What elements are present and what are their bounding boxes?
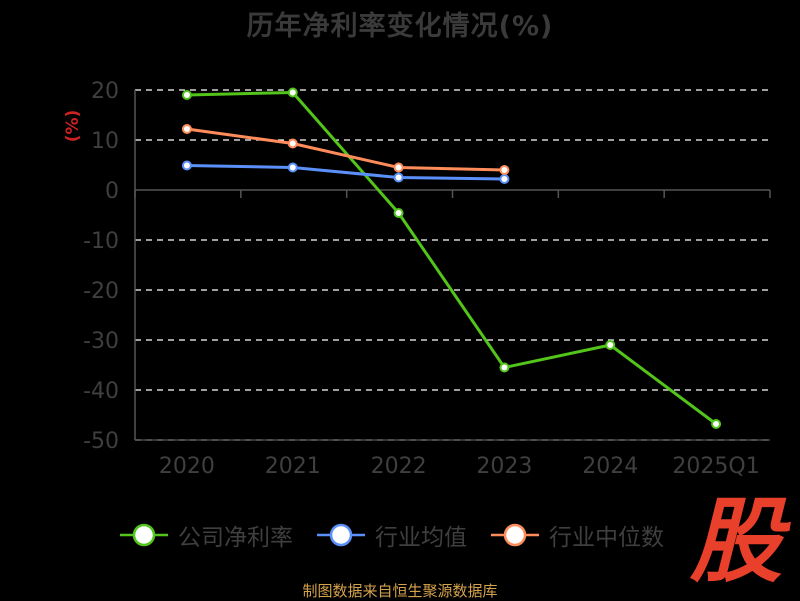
data-point [181,124,192,134]
legend-label: 行业中位数 [549,525,664,551]
legend-marker-icon [120,523,168,547]
x-tick-label: 2021 [265,454,321,479]
x-tick-label: 2025Q1 [672,454,759,479]
series-line [186,91,717,426]
y-tick-label: 20 [91,79,119,104]
x-tick-label: 2023 [476,454,532,479]
data-point [393,162,404,173]
legend-item: 公司净利率 [118,518,293,552]
y-tick-label: -50 [83,429,119,454]
data-point [287,138,298,149]
brand-logo: 股 [690,488,783,595]
data-point [393,208,404,218]
y-tick-label: 0 [105,179,119,204]
y-tick-label: 10 [91,129,119,154]
x-tick-label: 2020 [159,454,215,479]
series-line [186,164,505,181]
data-point [499,174,510,184]
legend-label: 公司净利率 [178,525,293,551]
data-point [393,172,404,183]
legend-label: 行业均值 [375,525,467,551]
x-tick-label: 2022 [371,454,427,479]
legend-marker-icon [491,523,539,547]
x-tick-label: 2024 [582,454,638,479]
data-point [499,165,510,175]
data-point [287,87,298,98]
legend-item: 行业均值 [315,518,467,552]
data-point [287,162,298,173]
data-point [181,160,192,171]
chart-legend: 公司净利率 行业均值 行业中位数 [118,518,686,552]
data-source-note: 制图数据来自恒生聚源数据库 [302,582,498,600]
series-line [186,127,505,172]
gridlines [135,89,770,441]
y-tick-label: -40 [83,379,119,404]
legend-item: 行业中位数 [489,518,664,552]
y-tick-label: -20 [83,279,119,304]
legend-marker-icon [317,523,365,547]
chart-title: 历年净利率变化情况(%) [246,11,554,42]
data-point [181,90,192,100]
axes: 20 10 0 -10 -20 -30 -40 -50 2020 2021 2022 2023 2024… [83,79,771,479]
series [181,87,722,429]
data-point [605,340,616,350]
y-tick-label: -10 [83,229,119,254]
y-axis-label: (%) [63,110,83,143]
y-tick-label: -30 [83,329,119,354]
data-point [499,362,510,373]
data-point [711,419,722,429]
